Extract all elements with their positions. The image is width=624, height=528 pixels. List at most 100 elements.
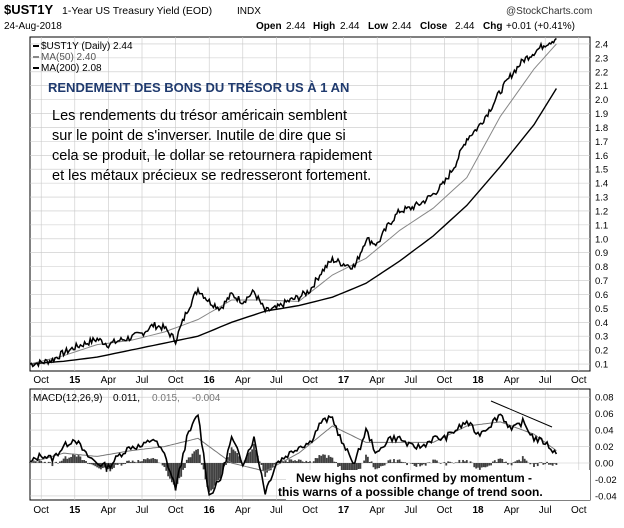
- macd-hist-bar: [297, 459, 300, 463]
- macd-hist-bar: [301, 461, 304, 463]
- macd-hist-bar: [70, 456, 72, 463]
- price-y-tick: 0.8: [595, 262, 608, 273]
- price-grid: [30, 37, 590, 371]
- macd-hist-bar: [529, 463, 532, 465]
- macd-hist-bar: [114, 463, 117, 465]
- macd-y-tick: 0.06: [595, 409, 614, 420]
- macd-hist-bar: [81, 460, 84, 463]
- price-line: [29, 37, 557, 369]
- macd-x-tick: 15: [69, 505, 81, 516]
- macd-note-line-2: this warns of a possible change of trend…: [278, 485, 543, 499]
- macd-hist-bar: [475, 463, 478, 469]
- macd-hist-bar: [66, 458, 69, 463]
- macd-hist-bar: [366, 456, 369, 463]
- price-x-tick: 18: [472, 375, 484, 386]
- low-label: Low: [368, 21, 388, 32]
- macd-hist-bar: [338, 463, 341, 467]
- macd-hist-bar: [512, 462, 515, 463]
- macd-x-tick: Jul: [404, 505, 417, 516]
- macd-hist-bar: [193, 451, 196, 463]
- macd-hist-bar: [540, 462, 543, 463]
- price-y-tick: 0.9: [595, 248, 608, 259]
- macd-hist-bar: [312, 461, 315, 463]
- macd-y-tick: -0.02: [595, 475, 617, 486]
- macd-hist-bar: [38, 459, 41, 463]
- macd-hist-bar: [165, 463, 168, 471]
- macd-hist-bar: [152, 457, 155, 463]
- price-y-tick: 2.3: [595, 53, 608, 64]
- price-y-tick: 0.6: [595, 290, 608, 301]
- macd-hist-bar: [122, 463, 125, 465]
- description: 1-Year US Treasury Yield (EOD): [62, 5, 212, 17]
- high-label: High: [313, 21, 335, 32]
- macd-hist-bar: [506, 463, 509, 465]
- macd-hist-bar: [460, 462, 463, 463]
- macd-hist-bar: [314, 458, 317, 463]
- macd-hist-bar: [86, 463, 89, 464]
- macd-hist-bar: [141, 461, 143, 463]
- quote-strip: Open 2.44 High 2.44 Low 2.44 Close 2.44 …: [256, 21, 575, 32]
- macd-hist-bar: [484, 463, 487, 468]
- macd-hist-bar: [544, 463, 547, 465]
- chg-value: +0.01 (+0.41%): [506, 21, 575, 32]
- macd-y-axis: -0.04 -0.02 0.00 0.02 0.04 0.06 0.08: [595, 393, 617, 503]
- macd-x-tick: Oct: [437, 505, 453, 516]
- macd-hist-bar: [551, 463, 554, 466]
- macd-hist-bar: [456, 462, 459, 463]
- chg-label: Chg: [483, 21, 502, 32]
- macd-hist-bar: [419, 463, 422, 467]
- macd-hist-bar: [469, 461, 472, 463]
- macd-hist-bar: [73, 455, 76, 463]
- price-x-tick: Apr: [235, 375, 251, 386]
- macd-legend: MACD(12,26,9) 0.011, 0.015, -0.004: [33, 393, 221, 404]
- macd-hist-bar: [424, 463, 427, 466]
- macd-hist-bar: [521, 456, 524, 463]
- macd-hist-bar: [206, 463, 209, 487]
- macd-x-tick: Oct: [168, 505, 184, 516]
- macd-hist-bar: [72, 454, 74, 463]
- macd-hist-bar: [219, 463, 222, 479]
- macd-hist-bar: [213, 463, 216, 486]
- macd-hist-bar: [215, 463, 218, 481]
- macd-hist-bar: [60, 460, 63, 463]
- macd-hist-bar: [273, 463, 276, 465]
- macd-hist-bar: [184, 463, 186, 468]
- price-y-tick: 0.7: [595, 276, 608, 287]
- price-y-tick: 1.0: [595, 234, 608, 245]
- price-y-tick: 1.4: [595, 179, 608, 190]
- macd-hist-bar: [337, 463, 339, 467]
- macd-hist-bar: [170, 463, 173, 483]
- macd-hist-bar: [290, 459, 293, 463]
- macd-x-tick: Oct: [33, 505, 49, 516]
- macd-hist-bar: [335, 461, 338, 463]
- macd-hist-bar: [129, 462, 132, 463]
- macd-hist-bar: [534, 463, 537, 464]
- macd-hist-bar: [176, 463, 179, 484]
- macd-hist-bar: [131, 460, 134, 463]
- macd-hist-bar: [340, 463, 343, 471]
- macd-hist-bar: [245, 457, 248, 463]
- macd-hist-bar: [546, 461, 548, 463]
- close-value: 2.44: [455, 21, 475, 32]
- macd-legend-label: MACD(12,26,9): [33, 393, 102, 404]
- macd-hist-bar: [185, 459, 188, 463]
- price-x-tick: Oct: [437, 375, 453, 386]
- macd-hist-bar: [553, 463, 556, 464]
- macd-hist-bar: [505, 461, 507, 463]
- price-y-axis: 0.1 0.2 0.3 0.4 0.5 0.6 0.7 0.8 0.9 1.0 1.1 1.2 1.3 1…: [595, 39, 608, 370]
- macd-hist-bar: [394, 462, 397, 463]
- macd-hist-bar: [325, 457, 328, 463]
- price-x-tick: Jul: [136, 375, 149, 386]
- macd-x-tick: Oct: [571, 505, 587, 516]
- price-x-tick: Apr: [369, 375, 385, 386]
- price-x-tick: Apr: [101, 375, 117, 386]
- close-label: Close: [420, 21, 448, 32]
- macd-x-tick: Apr: [101, 505, 117, 516]
- macd-hist-bar: [480, 463, 483, 468]
- macd-hist-bar: [482, 463, 485, 468]
- price-x-axis: Oct 15 Apr Jul Oct 16 Apr Jul Oct 17 Apr Jul Oct 18 Ap…: [33, 375, 586, 386]
- open-label: Open: [256, 21, 282, 32]
- macd-hist-bar: [271, 463, 274, 468]
- macd-hist-bar: [40, 461, 43, 463]
- macd-hist-bar: [368, 461, 371, 463]
